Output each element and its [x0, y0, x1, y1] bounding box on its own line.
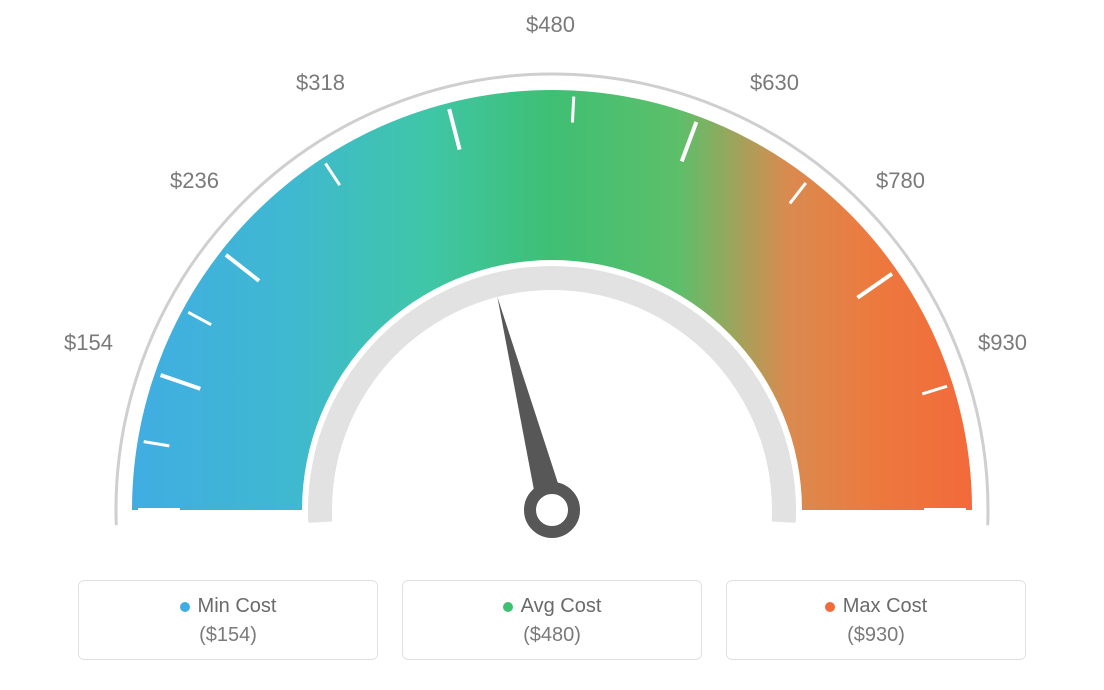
gauge-chart: $154 $236 $318 $480 $630 $780 $930: [0, 0, 1104, 560]
legend-dot-avg: [503, 602, 513, 612]
gauge-tick-label: $630: [750, 70, 799, 96]
legend-title-min: Min Cost: [180, 595, 277, 618]
legend-dot-max: [825, 602, 835, 612]
gauge-tick-label: $930: [978, 330, 1027, 356]
gauge-tick-label: $480: [526, 12, 575, 38]
gauge-tick-label: $318: [296, 70, 345, 96]
legend-title-avg: Avg Cost: [503, 595, 602, 618]
gauge-svg: [0, 0, 1104, 560]
legend-label-min: Min Cost: [198, 595, 277, 618]
legend-card-max: Max Cost ($930): [726, 580, 1026, 660]
legend-row: Min Cost ($154) Avg Cost ($480) Max Cost…: [0, 580, 1104, 660]
legend-dot-min: [180, 602, 190, 612]
gauge-tick-label: $236: [170, 168, 219, 194]
legend-value-avg: ($480): [403, 624, 701, 647]
legend-card-avg: Avg Cost ($480): [402, 580, 702, 660]
legend-label-avg: Avg Cost: [521, 595, 602, 618]
legend-value-max: ($930): [727, 624, 1025, 647]
gauge-tick-label: $780: [876, 168, 925, 194]
legend-label-max: Max Cost: [843, 595, 927, 618]
legend-value-min: ($154): [79, 624, 377, 647]
legend-card-min: Min Cost ($154): [78, 580, 378, 660]
legend-title-max: Max Cost: [825, 595, 927, 618]
gauge-tick-label: $154: [64, 330, 113, 356]
